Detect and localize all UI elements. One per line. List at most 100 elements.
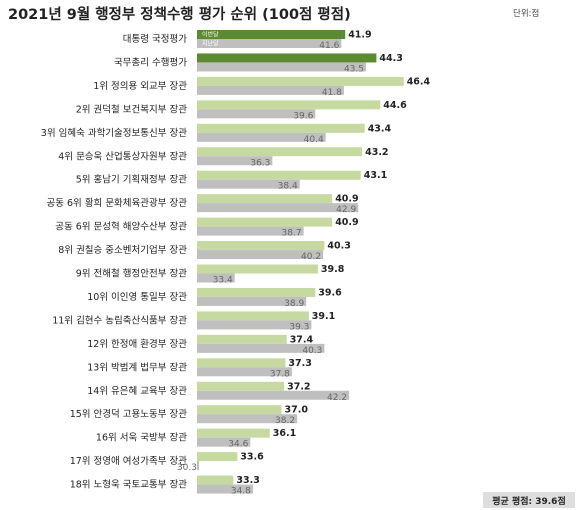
category-label: 8위 권칠승 중소벤처기업부 장관: [58, 244, 187, 256]
category-label: 3위 임혜숙 과학기술정보통신부 장관: [41, 127, 187, 139]
category-label: 대통령 국정평가: [123, 33, 187, 45]
bar-current: [197, 147, 363, 157]
value-label-previous: 34.8: [231, 487, 251, 497]
chart-title: 2021년 9월 행정부 정책수행 평가 순위 (100점 평점): [8, 7, 351, 23]
category-label: 10위 이인영 통일부 장관: [87, 291, 187, 303]
category-label: 17위 정영애 여성가족부 장관: [70, 455, 188, 467]
bar-previous: [197, 414, 298, 424]
value-label-current: 37.4: [290, 334, 314, 345]
bar-current: [197, 53, 377, 63]
value-label-previous: 38.2: [275, 416, 295, 426]
value-label-previous: 40.4: [304, 135, 324, 145]
legend-current: 이번달: [202, 31, 219, 39]
value-label-current: 39.1: [312, 311, 335, 322]
category-label: 4위 문승욱 산업통상자원부 장관: [58, 150, 187, 162]
value-label-current: 43.1: [364, 170, 387, 181]
bar-previous: [197, 156, 273, 166]
bar-current: [197, 334, 287, 344]
category-label: 1위 정의용 외교부 장관: [93, 80, 187, 92]
bar-previous: [197, 437, 251, 447]
value-label-current: 40.3: [327, 241, 350, 252]
value-label-current: 40.9: [335, 194, 358, 205]
category-label: 2위 권덕철 보건복지부 장관: [76, 103, 188, 115]
value-label-current: 36.1: [273, 428, 296, 439]
value-label-current: 46.4: [407, 76, 431, 87]
category-label: 5위 홍남기 기획재정부 장관: [76, 174, 188, 186]
value-label-current: 43.2: [365, 147, 388, 158]
category-label: 11위 김현수 농림축산식품부 장관: [52, 314, 187, 326]
category-label: 18위 노형욱 국토교통부 장관: [70, 479, 188, 491]
value-label-previous: 34.6: [228, 440, 248, 450]
bar-previous: [197, 203, 359, 213]
value-label-previous: 38.4: [278, 182, 298, 192]
bar-current: [197, 264, 318, 274]
bar-current: [197, 76, 404, 86]
bar-current: [197, 123, 365, 133]
bar-previous: [197, 461, 199, 471]
value-label-previous: 33.4: [213, 276, 233, 286]
value-label-current: 39.6: [318, 287, 342, 298]
category-label: 공동 6위 문성혁 해양수산부 장관: [55, 221, 187, 233]
bar-previous: [197, 250, 324, 260]
value-label-current: 39.8: [321, 264, 345, 275]
value-label-current: 33.6: [240, 452, 264, 463]
value-label-current: 41.9: [348, 30, 371, 41]
value-label-previous: 37.8: [270, 369, 290, 379]
bar-previous: [197, 132, 326, 142]
bar-current: [197, 217, 333, 227]
category-label: 9위 전해철 행정안전부 장관: [76, 268, 188, 280]
bar-current: [197, 311, 309, 321]
value-label-previous: 39.6: [293, 111, 313, 121]
value-label-current: 37.0: [285, 405, 309, 416]
bar-previous: [197, 109, 316, 119]
value-label-current: 40.9: [335, 217, 358, 228]
value-label-current: 44.3: [379, 53, 402, 64]
average-score-badge: 평균 평점: 39.6점: [483, 492, 575, 508]
value-label-previous: 38.9: [284, 299, 304, 309]
bar-previous: [197, 320, 312, 330]
value-label-previous: 42.2: [327, 393, 347, 403]
category-label: 15위 안경덕 고용노동부 장관: [70, 408, 188, 420]
bar-current: [197, 194, 333, 204]
bar-previous: [197, 39, 342, 48]
value-label-current: 37.2: [287, 381, 310, 392]
bar-current: [197, 428, 270, 438]
bar-current: [197, 475, 234, 485]
value-label-current: 43.4: [368, 123, 392, 134]
bar-previous: [197, 367, 292, 377]
bar-previous: [197, 343, 325, 353]
bar-current: [197, 287, 316, 297]
bar-previous: [197, 226, 304, 236]
value-label-previous: 41.6: [319, 41, 339, 51]
unit-label: 단위:점: [513, 9, 540, 19]
category-label: 12위 한정애 환경부 장관: [87, 338, 187, 350]
bar-current: [197, 358, 286, 368]
category-label: 13위 박범계 법무부 장관: [87, 361, 187, 373]
value-label-current: 37.3: [288, 358, 311, 369]
bar-current: [197, 100, 381, 110]
bar-current: [197, 405, 282, 415]
bar-previous: [197, 390, 350, 400]
bar-current: [197, 381, 285, 391]
value-label-previous: 40.2: [301, 252, 321, 262]
bar-previous: [197, 484, 253, 494]
bar-previous: [197, 179, 300, 189]
category-label: 공동 6위 황희 문화체육관광부 장관: [47, 197, 188, 209]
bar-current: [197, 241, 325, 251]
legend-previous: 지난달: [202, 40, 219, 48]
bar-current: [197, 30, 346, 39]
bar-previous: [197, 273, 235, 283]
bar-previous: [197, 62, 366, 72]
value-label-current: 33.3: [236, 475, 259, 486]
value-label-previous: 40.3: [302, 346, 322, 356]
bar-previous: [197, 296, 307, 306]
value-label-current: 44.6: [383, 100, 407, 111]
category-label: 14위 유은혜 교육부 장관: [87, 385, 187, 397]
category-label: 국무총리 수행평가: [114, 56, 187, 68]
value-label-previous: 30.3: [177, 463, 197, 473]
value-label-previous: 39.3: [289, 322, 309, 332]
value-label-previous: 36.3: [250, 158, 270, 168]
value-label-previous: 38.7: [282, 229, 302, 239]
value-label-previous: 42.9: [336, 205, 356, 215]
